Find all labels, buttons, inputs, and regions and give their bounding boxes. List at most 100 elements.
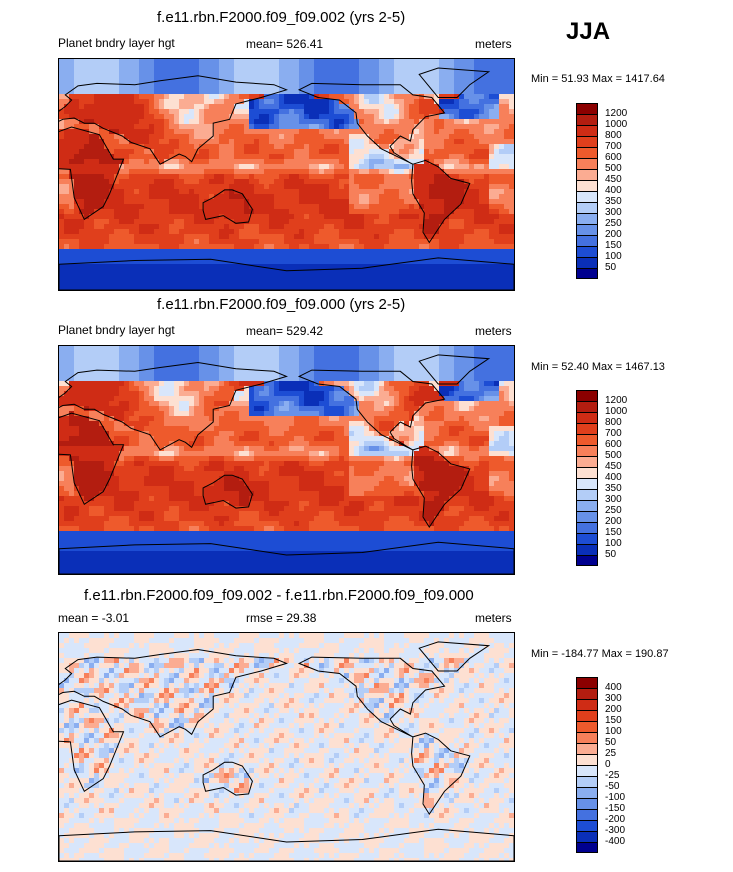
field-cell (209, 144, 215, 150)
field-cell (494, 346, 500, 352)
field-cell (144, 89, 150, 95)
field-cell (139, 254, 145, 260)
field-cell (209, 239, 215, 245)
field-cell (124, 366, 130, 372)
field-cell (184, 139, 190, 145)
field-cell (249, 219, 255, 225)
field-cell (159, 274, 165, 280)
field-cell (139, 371, 145, 377)
field-cell (174, 99, 180, 105)
field-cell (444, 79, 450, 85)
field-cell (239, 59, 245, 65)
field-cell (384, 229, 390, 235)
field-cell (64, 361, 70, 367)
field-cell (439, 224, 445, 230)
field-cell (104, 164, 110, 170)
field-cell (369, 279, 375, 285)
field-cell (184, 129, 190, 135)
field-cell (109, 114, 115, 120)
field-cell (314, 69, 320, 75)
field-cell (204, 249, 210, 255)
field-cell (189, 94, 195, 100)
field-cell (489, 64, 495, 70)
field-cell (244, 119, 250, 125)
field-cell (329, 244, 335, 250)
field-cell (139, 199, 145, 205)
field-cell (474, 244, 480, 250)
field-cell (369, 224, 375, 230)
field-cell (189, 59, 195, 65)
field-cell (99, 284, 105, 290)
field-cell (394, 361, 400, 367)
field-cell (179, 179, 185, 185)
field-cell (319, 244, 325, 250)
field-cell (194, 154, 200, 160)
field-cell (454, 124, 460, 130)
field-cell (299, 371, 305, 377)
field-cell (294, 361, 300, 367)
field-cell (259, 346, 265, 352)
field-cell (384, 204, 390, 210)
field-cell (459, 164, 465, 170)
field-cell (144, 366, 150, 372)
field-cell (419, 139, 425, 145)
field-cell (79, 229, 85, 235)
field-cell (199, 174, 205, 180)
field-cell (314, 154, 320, 160)
field-cell (89, 229, 95, 235)
field-cell (154, 284, 160, 290)
field-cell (259, 184, 265, 190)
field-cell (119, 189, 125, 195)
field-cell (289, 164, 295, 170)
field-cell (239, 179, 245, 185)
field-cell (229, 124, 235, 130)
field-cell (354, 84, 360, 90)
field-cell (274, 169, 280, 175)
field-cell (339, 124, 345, 130)
field-cell (314, 169, 320, 175)
field-cell (349, 149, 355, 155)
field-cell (199, 381, 205, 387)
field-cell (124, 189, 130, 195)
field-cell (439, 179, 445, 185)
field-cell (494, 139, 500, 145)
field-cell (499, 184, 505, 190)
field-cell (324, 204, 330, 210)
field-cell (334, 361, 340, 367)
field-cell (139, 224, 145, 230)
field-cell (219, 371, 225, 377)
field-cell (504, 59, 510, 65)
field-cell (254, 356, 260, 362)
field-cell (134, 124, 140, 130)
field-cell (454, 204, 460, 210)
field-cell (499, 351, 505, 357)
field-cell (494, 109, 500, 115)
field-cell (439, 184, 445, 190)
field-cell (154, 214, 160, 220)
field-cell (94, 124, 100, 130)
field-cell (399, 234, 405, 240)
field-cell (364, 199, 370, 205)
field-cell (299, 366, 305, 372)
field-cell (384, 174, 390, 180)
field-cell (474, 189, 480, 195)
field-cell (229, 209, 235, 215)
field-cell (339, 74, 345, 80)
field-cell (474, 184, 480, 190)
field-cell (244, 356, 250, 362)
field-cell (154, 159, 160, 165)
field-cell (434, 269, 440, 275)
field-cell (84, 179, 90, 185)
field-cell (494, 114, 500, 120)
field-cell (469, 214, 475, 220)
field-cell (434, 84, 440, 90)
field-cell (219, 94, 225, 100)
field-cell (239, 346, 245, 352)
field-cell (399, 254, 405, 260)
field-cell (84, 381, 90, 387)
field-cell (279, 84, 285, 90)
field-cell (464, 69, 470, 75)
field-cell (334, 164, 340, 170)
field-cell (334, 249, 340, 255)
field-cell (59, 279, 65, 285)
